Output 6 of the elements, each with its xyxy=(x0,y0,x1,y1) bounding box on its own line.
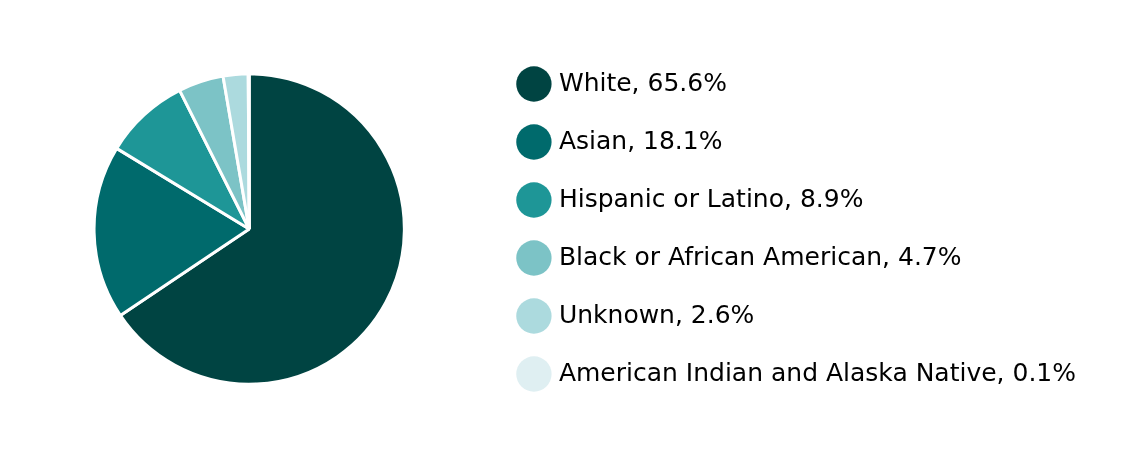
legend-label: Hispanic or Latino, 8.9% xyxy=(558,183,864,213)
legend-label: Black or African American, 4.7% xyxy=(558,241,962,271)
legend-label: White, 65.6% xyxy=(558,67,727,97)
legend-label: Asian, 18.1% xyxy=(558,125,723,155)
legend-label: American Indian and Alaska Native, 0.1% xyxy=(558,357,1076,387)
legend-label: Unknown, 2.6% xyxy=(558,299,755,329)
